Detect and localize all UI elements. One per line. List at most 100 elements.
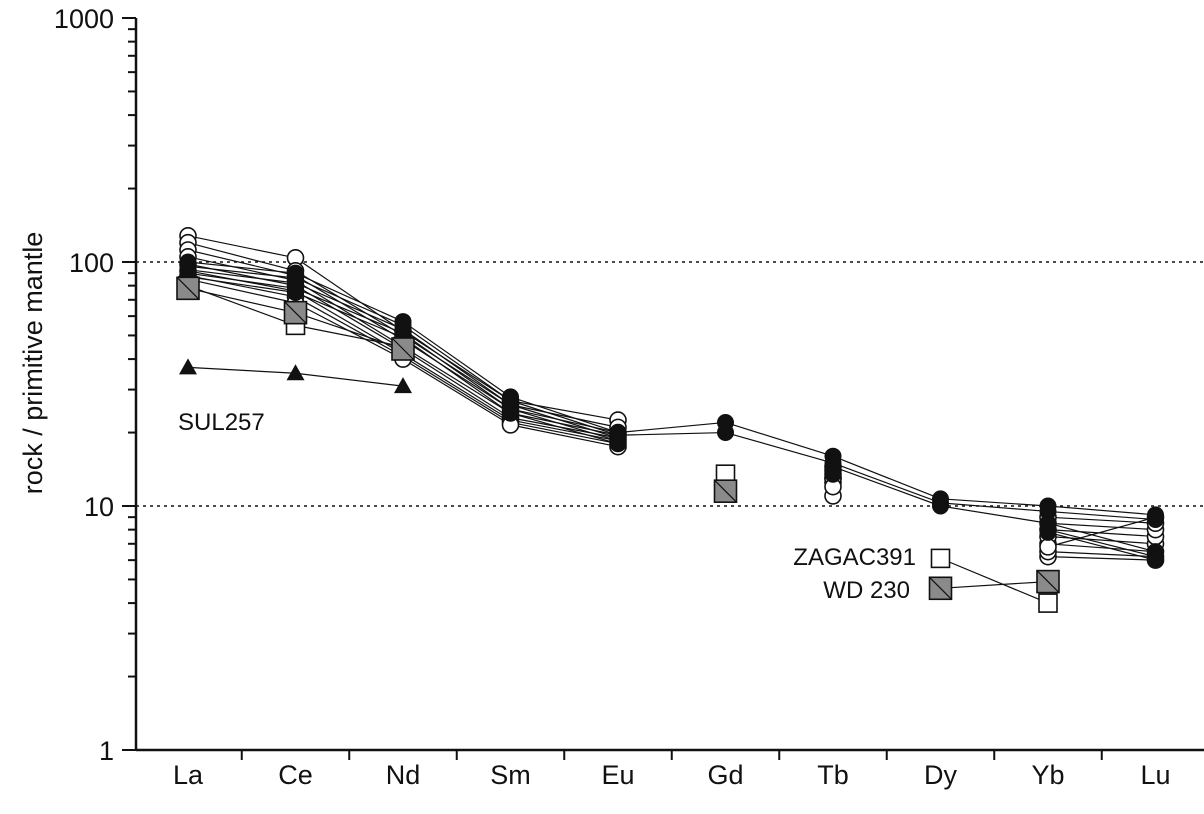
annotation-sul257: SUL257 [178, 409, 265, 436]
filled-circle-point [609, 435, 627, 453]
series-line-segment [510, 424, 619, 448]
series-line-segment [1047, 522, 1156, 531]
x-tick-label-Gd: Gd [707, 760, 743, 790]
series-line-segment [510, 412, 619, 445]
annotation-zagac391: ZAGAC391 [793, 544, 916, 571]
open-square-point [1038, 593, 1058, 613]
series-line-segment [295, 296, 404, 358]
series-line-segment [510, 400, 619, 421]
series-line-segment [940, 502, 1049, 513]
series-line-segment [832, 466, 941, 507]
series-line-segment [1047, 543, 1156, 553]
grey-square-slash [1036, 570, 1060, 594]
x-tick-label-Yb: Yb [1031, 760, 1064, 790]
series-line-segment [402, 324, 511, 402]
filled-triangle-point [286, 364, 305, 381]
series-line-segment [1047, 529, 1156, 538]
y-tick-label: 1 [99, 736, 114, 766]
annotation-wd230: WD 230 [823, 577, 910, 604]
x-tick-label-Nd: Nd [386, 760, 421, 790]
series-line-segment [832, 462, 941, 504]
filled-circle-point [1147, 551, 1164, 569]
filled-circle-point [932, 497, 949, 515]
x-tick-label-Tb: Tb [817, 760, 849, 790]
series-line-segment [832, 455, 941, 500]
labels-layer: SUL257 ZAGAC391 WD 230 [178, 409, 916, 604]
series-line-segment [187, 265, 296, 279]
open-square-point [930, 548, 951, 569]
series-line-segment [187, 261, 296, 274]
series-filled-circle [179, 268, 1164, 569]
series-line-segment [1047, 516, 1156, 548]
series-line-segment [295, 287, 404, 334]
x-tick-label-Sm: Sm [490, 760, 531, 790]
series-line-segment [617, 431, 726, 436]
series-line-segment [402, 339, 511, 410]
series-layer [176, 227, 1165, 613]
series-line-segment [295, 279, 404, 348]
series-line-segment [1047, 529, 1156, 558]
series-line-segment [1047, 510, 1156, 521]
x-tick-label-La: La [173, 760, 204, 790]
series-line-segment [295, 312, 404, 350]
series-open-circle [179, 266, 1165, 533]
series-line-segment [510, 412, 619, 436]
y-tick-label: 10 [84, 492, 114, 522]
series-line-segment [187, 276, 296, 294]
filled-circle-point [1039, 523, 1057, 541]
series-line-segment [510, 408, 619, 434]
series-line-segment [187, 366, 296, 374]
x-tick-label-Lu: Lu [1140, 760, 1170, 790]
series-sul257 [179, 358, 412, 394]
series-line-segment [617, 421, 726, 434]
series-line-segment [402, 355, 511, 423]
series-line-segment [295, 291, 404, 339]
series-line-segment [1047, 522, 1156, 553]
series-line-segment [402, 348, 511, 419]
series-line-segment [725, 431, 834, 464]
series-line-segment [187, 272, 296, 289]
filled-triangle-point [394, 377, 412, 394]
series-line-segment [295, 257, 404, 332]
series-line-segment [187, 235, 296, 259]
series-line-segment [295, 282, 404, 330]
series-line-segment [940, 505, 1049, 524]
gridlines [136, 261, 1204, 507]
series-open-circle [179, 255, 1165, 546]
series-line-segment [510, 404, 619, 428]
filled-circle-point [287, 283, 304, 301]
filled-circle-point [502, 404, 519, 422]
series-line-segment [510, 421, 619, 445]
series-line-segment [402, 334, 511, 406]
series-line-segment [187, 278, 296, 304]
series-line-segment [1047, 556, 1156, 561]
filled-circle-point [1147, 511, 1164, 529]
series-line-segment [187, 269, 296, 284]
series-line-segment [402, 328, 511, 406]
series-line-segment [295, 277, 404, 326]
axes: 1 10 100 1000 La Ce Nd Sm Eu Gd Tb Dy Yb Lu [54, 4, 1204, 790]
grey-square-slash [929, 576, 952, 600]
grey-square-slash [391, 337, 415, 361]
x-tick-label-Eu: Eu [601, 760, 634, 790]
series-line-segment [295, 372, 404, 387]
series-line-segment [510, 396, 619, 434]
series-line-segment [940, 498, 1049, 507]
series-line-segment [402, 337, 511, 414]
series-line-segment [510, 408, 619, 442]
series-line-segment [402, 332, 511, 410]
series-line-segment [940, 557, 1049, 604]
series-open-circle [179, 227, 1165, 569]
series-line-segment [510, 404, 619, 439]
series-wd-230 [176, 276, 1060, 601]
filled-triangle-point [179, 358, 197, 375]
y-tick-label: 100 [69, 248, 114, 278]
filled-circle-point [824, 465, 842, 483]
series-line-segment [725, 421, 834, 457]
series-filled-circle [179, 257, 1164, 529]
series-line-segment [402, 346, 511, 414]
open-circle-point [1039, 538, 1057, 556]
series-line-segment [295, 272, 404, 323]
